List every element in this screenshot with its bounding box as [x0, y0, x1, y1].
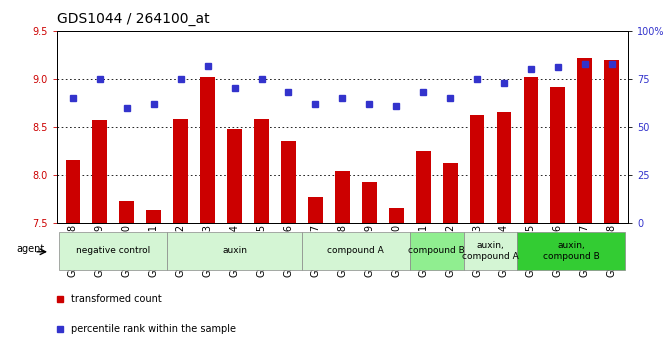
- Text: auxin: auxin: [222, 246, 247, 256]
- Bar: [389, 208, 403, 223]
- Bar: [167, 232, 302, 270]
- Bar: [335, 171, 350, 223]
- Text: negative control: negative control: [76, 246, 150, 256]
- Bar: [550, 87, 565, 223]
- Bar: [92, 120, 108, 223]
- Text: compound B: compound B: [408, 246, 465, 256]
- Bar: [227, 129, 242, 223]
- Bar: [65, 160, 80, 223]
- Bar: [120, 201, 134, 223]
- Bar: [173, 119, 188, 223]
- Text: auxin,
compound B: auxin, compound B: [543, 241, 600, 261]
- Bar: [470, 115, 484, 223]
- Text: agent: agent: [16, 244, 44, 254]
- Bar: [577, 58, 593, 223]
- Bar: [524, 77, 538, 223]
- Bar: [146, 210, 161, 223]
- Bar: [409, 232, 464, 270]
- Bar: [308, 197, 323, 223]
- Text: transformed count: transformed count: [71, 294, 162, 304]
- Bar: [362, 182, 377, 223]
- Bar: [464, 232, 518, 270]
- Bar: [518, 232, 625, 270]
- Text: GDS1044 / 264100_at: GDS1044 / 264100_at: [57, 12, 209, 26]
- Bar: [496, 112, 512, 223]
- Text: compound A: compound A: [327, 246, 384, 256]
- Bar: [254, 119, 269, 223]
- Text: auxin,
compound A: auxin, compound A: [462, 241, 519, 261]
- Bar: [200, 77, 215, 223]
- Bar: [605, 60, 619, 223]
- Bar: [443, 163, 458, 223]
- Bar: [302, 232, 409, 270]
- Bar: [281, 141, 296, 223]
- Bar: [415, 151, 431, 223]
- Text: percentile rank within the sample: percentile rank within the sample: [71, 324, 236, 334]
- Bar: [59, 232, 167, 270]
